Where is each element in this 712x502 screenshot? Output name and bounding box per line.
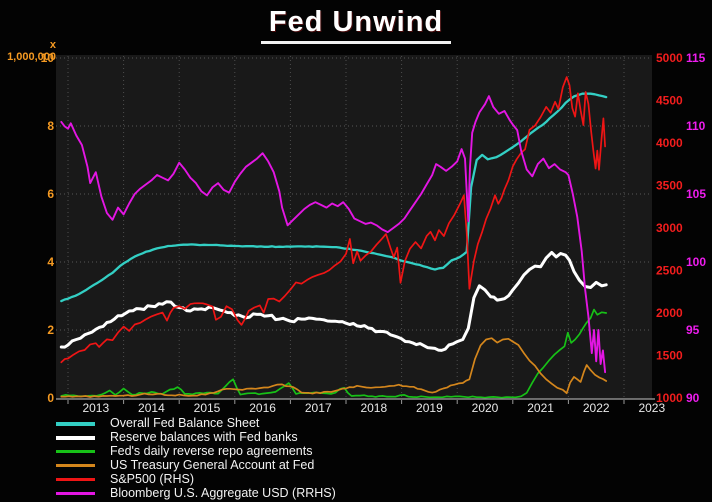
- plot-area[interactable]: [56, 55, 652, 399]
- right-axis-tick-label: 5000: [656, 51, 683, 65]
- x-axis-year-label: 2020: [472, 401, 499, 415]
- x-axis-year-label: 2021: [527, 401, 554, 415]
- series-line: [60, 95, 607, 374]
- x-axis-year-label: 2013: [82, 401, 109, 415]
- legend-color-swatch: [56, 435, 95, 440]
- far-right-axis-tick-label: 95: [686, 323, 700, 337]
- far-right-axis-tick-label: 110: [686, 119, 706, 133]
- legend-item[interactable]: Reserve balances with Fed banks: [56, 431, 336, 445]
- axis-tick-labels: 0 2 4 6 8 10 1000 1500 2000 2500 3000 3500 4000 4500 5…: [41, 51, 707, 415]
- legend-item[interactable]: S&P500 (RHS): [56, 473, 336, 487]
- legend-color-swatch: [56, 491, 95, 495]
- left-axis-tick-label: 2: [47, 323, 54, 337]
- page-title: Fed Unwind: [0, 6, 712, 44]
- x-axis-year-label: 2015: [194, 401, 221, 415]
- left-axis-tick-label: 8: [47, 119, 54, 133]
- gridlines: [56, 56, 652, 398]
- far-right-axis-tick-label: 105: [686, 187, 706, 201]
- plot-background[interactable]: [56, 55, 652, 399]
- far-right-axis-tick-label: 115: [686, 51, 706, 65]
- legend-item[interactable]: Bloomberg U.S. Aggregate USD (RRHS): [56, 486, 336, 500]
- legend-label: Bloomberg U.S. Aggregate USD (RRHS): [110, 485, 336, 500]
- legend-color-swatch: [56, 478, 95, 481]
- series-line: [59, 251, 608, 352]
- x-axis-year-label: 2014: [138, 401, 165, 415]
- x-axis-year-label: 2016: [249, 401, 276, 415]
- far-right-axis-tick-label: 100: [686, 255, 706, 269]
- right-axis-tick-label: 2000: [656, 306, 683, 320]
- far-right-axis-tick-label: 90: [686, 391, 700, 405]
- left-axis-tick-label: 4: [47, 255, 54, 269]
- legend-label: Reserve balances with Fed banks: [110, 430, 298, 445]
- x-axis-year-label: 2022: [583, 401, 610, 415]
- right-axis-tick-label: 1500: [656, 349, 683, 363]
- page-title-text: Fed Unwind: [260, 6, 452, 44]
- legend-color-swatch: [56, 450, 95, 454]
- left-axis-tick-label: 10: [41, 51, 55, 65]
- legend-item[interactable]: Fed's daily reverse repo agreements: [56, 445, 336, 459]
- left-axis-tick-label: 6: [47, 187, 54, 201]
- legend-color-swatch: [56, 464, 95, 468]
- right-axis-tick-label: 4000: [656, 136, 683, 150]
- x-axis-year-label: 2019: [416, 401, 443, 415]
- right-axis-tick-label: 3500: [656, 179, 683, 193]
- legend-item[interactable]: US Treasury General Account at Fed: [56, 459, 336, 473]
- legend: Overall Fed Balance Sheet Reserve balance…: [56, 417, 336, 500]
- x-axis-year-label: 2017: [305, 401, 332, 415]
- right-axis-tick-label: 3000: [656, 221, 683, 235]
- legend-label: Overall Fed Balance Sheet: [110, 416, 260, 431]
- left-axis-tick-label: 0: [47, 391, 54, 405]
- series-line: [60, 337, 608, 398]
- left-axis-multiplier-label: x 1,000,000: [7, 39, 56, 63]
- legend-label: S&P500 (RHS): [110, 472, 195, 486]
- right-axis-tick-label: 1000: [656, 391, 683, 405]
- legend-color-swatch: [56, 422, 95, 426]
- legend-item[interactable]: Overall Fed Balance Sheet: [56, 417, 336, 431]
- x-axis-year-label: 2023: [638, 401, 665, 415]
- series-line: [60, 76, 606, 364]
- series-line: [60, 92, 608, 303]
- x-axis-year-label: 2018: [360, 401, 387, 415]
- series-lines: [59, 76, 608, 399]
- right-axis-tick-label: 2500: [656, 264, 683, 278]
- legend-label: US Treasury General Account at Fed: [110, 458, 315, 473]
- legend-label: Fed's daily reverse repo agreements: [110, 444, 313, 459]
- right-axis-tick-label: 4500: [656, 94, 683, 108]
- axes: [56, 398, 655, 404]
